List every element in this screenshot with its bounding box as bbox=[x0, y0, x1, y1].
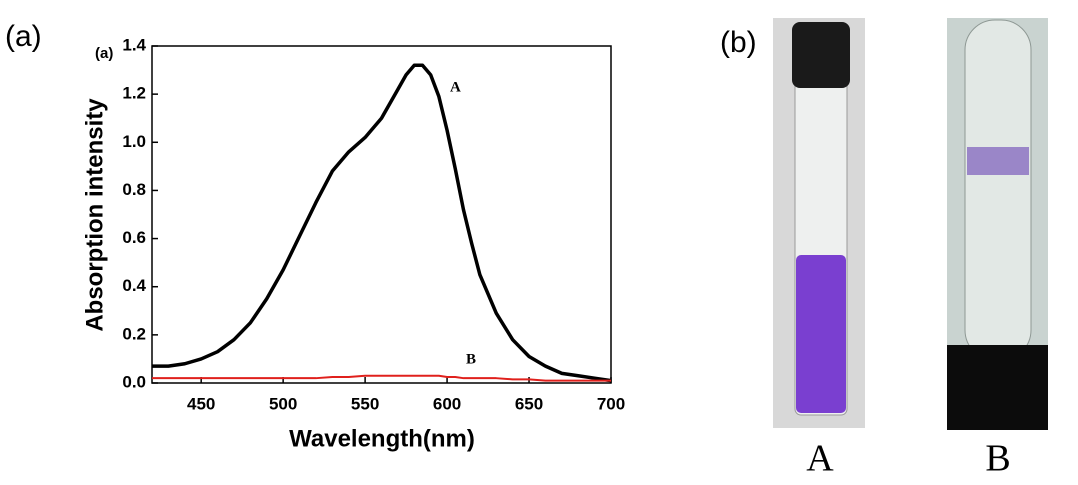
photo-vial-a bbox=[773, 18, 865, 428]
x-tick-label: 450 bbox=[187, 394, 215, 413]
y-tick-label: 0.4 bbox=[122, 276, 146, 295]
panel-label: (a) bbox=[5, 20, 42, 53]
line-series bbox=[152, 63, 612, 383]
inner-label: (a) bbox=[95, 45, 113, 62]
y-tick-label: 0.0 bbox=[122, 372, 146, 391]
x-tick-label: 550 bbox=[351, 394, 379, 413]
photo-vial-b bbox=[947, 18, 1048, 430]
y-tick-label: 1.0 bbox=[122, 132, 146, 151]
y-tick-label: 0.6 bbox=[122, 228, 146, 247]
x-axis-label: Wavelength(nm) bbox=[289, 425, 475, 452]
y-tick-label: 0.2 bbox=[122, 324, 146, 343]
y-tick-label: 1.4 bbox=[122, 35, 146, 54]
photo-label: B bbox=[985, 438, 1010, 480]
series-label: A bbox=[450, 79, 461, 95]
x-tick-label: 500 bbox=[269, 394, 297, 413]
y-axis-label: Absorption intensity bbox=[81, 98, 108, 332]
y-tick-label: 0.8 bbox=[122, 180, 146, 199]
y-tick-label: 1.2 bbox=[122, 84, 146, 103]
line-series bbox=[152, 374, 611, 382]
x-tick-label: 600 bbox=[433, 394, 461, 413]
photo-label: A bbox=[806, 438, 834, 480]
panel-label: (b) bbox=[720, 26, 757, 59]
series-label: B bbox=[466, 351, 476, 367]
x-tick-label: 650 bbox=[515, 394, 543, 413]
x-tick-label: 700 bbox=[597, 394, 625, 413]
plot-frame bbox=[151, 45, 612, 384]
